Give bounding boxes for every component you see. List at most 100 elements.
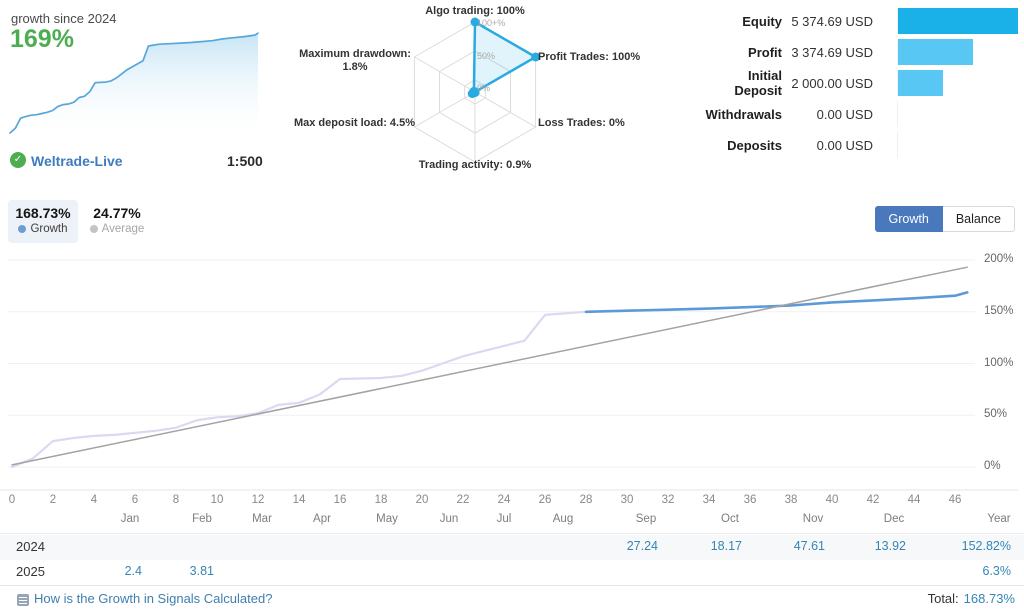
week-axis-label: 32 [661,494,675,506]
radar-ring-label: 50% [477,51,496,61]
verified-badge-icon: ✓ [10,152,26,168]
week-axis-label: 22 [456,494,470,506]
growth-cell: 47.61 [793,539,825,553]
growth-help-link[interactable]: How is the Growth in Signals Calculated? [34,591,273,606]
month-axis-label: Jan [120,513,140,525]
week-axis-label: 36 [743,494,757,506]
stat-value: 0.00 USD [816,106,873,122]
growth-chart[interactable] [0,250,1024,495]
week-axis-label: 44 [907,494,921,506]
total-value: 168.73% [963,591,1015,606]
leverage-value: 1:500 [227,153,263,169]
y-axis-label: 50% [984,408,1008,421]
tab-average[interactable]: 24.77% Average [84,200,150,243]
month-axis-label: Nov [802,513,824,525]
growth-cell: 3.81 [189,564,214,578]
stat-value: 2 000.00 USD [791,75,873,91]
stat-bar [897,132,1020,158]
y-axis-label: 0% [984,460,1001,472]
month-axis-label: Jun [439,513,459,525]
chart-view-toggle: Growth Balance [874,206,1015,232]
tab-growth-value: 168.73% [15,205,71,221]
total-growth: Total: 168.73% [928,591,1015,606]
week-axis-label: 38 [784,494,798,506]
month-axis-label: Mar [252,513,272,525]
week-axis-label: 42 [866,494,880,506]
account-stat-row: Initial Deposit 2 000.00 USD [700,68,1022,98]
radar-axis-label: Algo trading: 100% [425,5,525,17]
week-axis-label: 12 [251,494,265,506]
stat-value: 5 374.69 USD [791,13,873,29]
growth-cell: 2.4 [124,564,142,578]
account-stat-row: Withdrawals 0.00 USD [700,101,1022,127]
month-axis-label: Feb [192,513,212,525]
week-axis-label: 26 [538,494,552,506]
radar-axis-label: Trading activity: 0.9% [418,159,532,171]
week-axis-label: 0 [8,494,16,506]
radar-axis-label: Profit Trades: 100% [538,51,641,63]
growth-cell: 27.24 [626,539,658,553]
row-year-label: 2025 [16,564,45,579]
account-stats-table: Equity 5 374.69 USD Profit 3 374.69 USD Init… [700,8,1022,163]
week-axis-label: 20 [415,494,429,506]
y-axis-label: 150% [984,304,1014,317]
radar-axis-label: Loss Trades: 0% [538,117,625,129]
week-axis-label: 40 [825,494,839,506]
tab-growth-sub: Growth [8,223,78,235]
growth-cell: 18.17 [710,539,742,553]
average-dot-icon [89,225,98,233]
week-axis-label: 24 [497,494,511,506]
account-stat-row: Deposits 0.00 USD [700,132,1022,158]
week-axis-label: 18 [374,494,388,506]
month-axis-label: Aug [552,513,574,525]
stat-label: Withdrawals [705,106,782,122]
week-axis-label: 2 [49,494,57,506]
stat-value: 0.00 USD [816,137,873,153]
series-linear-trend [11,266,969,466]
table-divider [0,533,1024,534]
week-axis-label: 6 [131,494,139,506]
help-book-icon [17,594,29,606]
stat-bar [897,39,1020,65]
tab-average-sub: Average [84,223,150,235]
series-growth-recent-period [584,291,969,314]
week-axis-label: 16 [333,494,347,506]
row-year-label: 2024 [16,539,45,554]
week-axis-label: 14 [292,494,306,506]
tab-growth-label: Growth [30,223,68,235]
broker-account-link[interactable]: Weltrade-Live [31,153,123,169]
week-axis-label: 34 [702,494,716,506]
y-axis-label: 100% [984,356,1014,369]
growth-view-button[interactable]: Growth [874,206,943,232]
month-axis-label: Year [987,513,1011,525]
growth-dot-icon [18,225,27,233]
growth-cell: 13.92 [874,539,906,553]
y-axis-label: 200% [984,253,1014,265]
stats-radar-chart [413,17,541,163]
month-axis-label: Apr [313,513,331,525]
growth-value: 169% [10,25,74,53]
balance-view-button[interactable]: Balance [942,206,1015,232]
growth-since-label: growth since 2024 [11,11,117,26]
growth-table-row: 2025 2.4 3.81 6.3% [0,560,1024,585]
stat-bar-fill [898,39,974,65]
total-label: Total: [927,591,959,606]
month-axis-label: May [376,513,398,525]
week-axis-label: 30 [620,494,634,506]
radar-axis-label: Max deposit load: 4.5% [293,117,415,129]
week-axis-label: 28 [579,494,593,506]
growth-cell: 152.82% [961,539,1011,553]
tab-average-label: Average [101,223,145,235]
tab-growth[interactable]: 168.73% Growth [8,200,78,243]
tab-average-value: 24.77% [93,205,141,221]
month-axis-label: Oct [721,513,739,525]
growth-table-row: 2024 27.24 18.17 47.61 13.92 152.82% [0,535,1024,560]
table-divider [0,585,1024,586]
stat-bar-fill [898,70,943,96]
stat-bar [897,70,1020,96]
radar-ring-label: 0% [477,83,491,93]
series-growth-earlier-period [10,310,588,469]
month-axis-label: Jul [496,513,512,525]
stat-label: Profit [748,44,782,60]
